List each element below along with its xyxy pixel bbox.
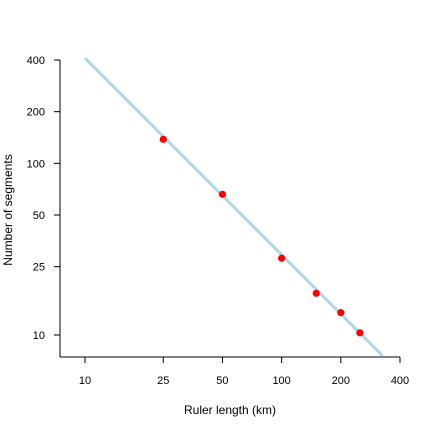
y-axis-label: Number of segments xyxy=(1,154,15,265)
y-tick-label: 400 xyxy=(27,55,45,67)
x-axis: 10 25 50 100 200 400 xyxy=(60,356,409,387)
data-point xyxy=(312,289,320,297)
y-tick-label: 10 xyxy=(33,330,45,342)
x-tick-label: 400 xyxy=(391,375,409,387)
y-tick-label: 200 xyxy=(27,107,45,119)
x-tick-label: 50 xyxy=(216,375,228,387)
data-point xyxy=(278,254,286,262)
x-axis-label: Ruler length (km) xyxy=(184,403,276,417)
data-points xyxy=(159,135,364,337)
x-tick-label: 100 xyxy=(272,375,290,387)
fit-line xyxy=(83,57,384,357)
y-tick-label: 25 xyxy=(33,262,45,274)
x-tick-label: 25 xyxy=(157,375,169,387)
y-axis: 10 25 50 100 200 400 xyxy=(27,55,61,357)
x-tick-label: 10 xyxy=(79,375,91,387)
data-point xyxy=(218,190,227,198)
y-tick-label: 100 xyxy=(27,158,45,170)
data-point xyxy=(356,329,364,337)
y-tick-label: 50 xyxy=(33,210,45,222)
data-point xyxy=(159,135,167,143)
data-point xyxy=(337,309,345,317)
fit-line-segment xyxy=(83,57,384,357)
x-tick-label: 200 xyxy=(332,375,350,387)
